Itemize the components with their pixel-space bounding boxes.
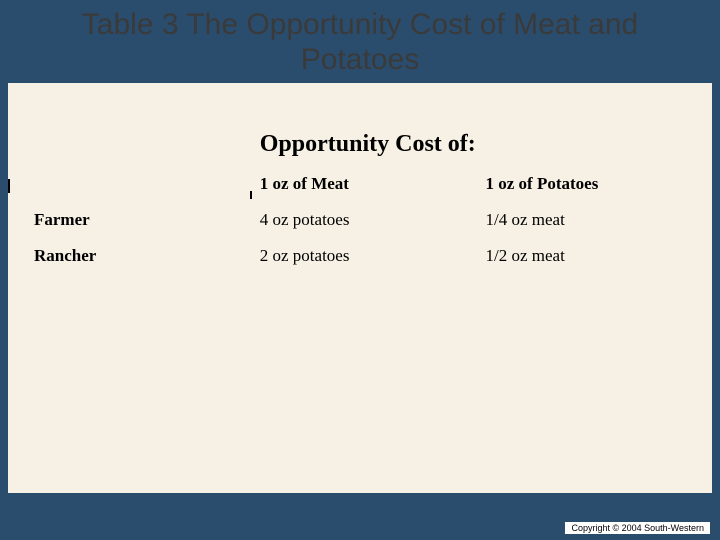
- slide-title: Table 3 The Opportunity Cost of Meat and…: [0, 0, 720, 83]
- row-label: Farmer: [28, 202, 254, 238]
- tick-mark-left: [8, 179, 14, 193]
- table-panel: Opportunity Cost of: 1 oz of Meat 1 oz o…: [8, 83, 712, 493]
- table-spanning-header: Opportunity Cost of:: [254, 123, 692, 166]
- table-row: Rancher 2 oz potatoes 1/2 oz meat: [28, 238, 692, 274]
- copyright-footer: Copyright © 2004 South-Western: [565, 522, 710, 534]
- col-header-1: 1 oz of Meat: [254, 166, 480, 202]
- table-cell: 2 oz potatoes: [254, 238, 480, 274]
- opportunity-cost-table: Opportunity Cost of: 1 oz of Meat 1 oz o…: [28, 123, 692, 274]
- table-cell: 1/2 oz meat: [480, 238, 693, 274]
- row-label: Rancher: [28, 238, 254, 274]
- table-row: Farmer 4 oz potatoes 1/4 oz meat: [28, 202, 692, 238]
- col-header-0: [28, 166, 254, 202]
- table-spanning-header-row: Opportunity Cost of:: [28, 123, 692, 166]
- col-header-2: 1 oz of Potatoes: [480, 166, 693, 202]
- table-cell: 4 oz potatoes: [254, 202, 480, 238]
- tick-mark-mid: [250, 191, 254, 199]
- table-cell: 1/4 oz meat: [480, 202, 693, 238]
- table-header-row: 1 oz of Meat 1 oz of Potatoes: [28, 166, 692, 202]
